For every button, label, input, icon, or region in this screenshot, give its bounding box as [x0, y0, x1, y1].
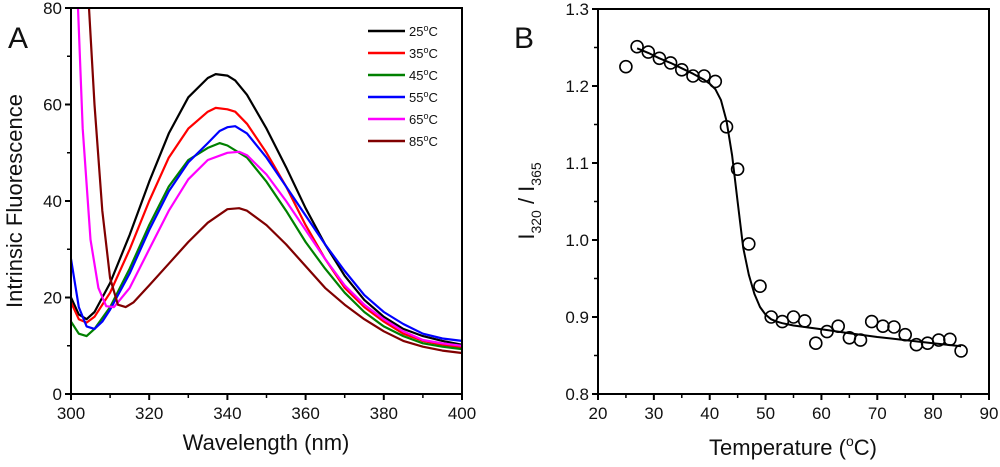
data-point: [887, 320, 901, 334]
data-point: [686, 69, 700, 83]
panel-b-y-tick-label: 1.2: [565, 77, 589, 96]
panel-b-x-tick-label: 60: [812, 404, 831, 423]
panel-b-x-tick-label: 70: [868, 404, 887, 423]
data-point: [652, 51, 667, 66]
y-title-i1: I: [514, 234, 539, 240]
data-point: [853, 333, 868, 347]
panel-b-y-tick-label: 0.8: [565, 385, 589, 404]
data-point: [820, 324, 834, 339]
data-point: [630, 39, 644, 54]
panel-b-x-tick-label: 50: [756, 404, 775, 423]
data-point: [619, 59, 633, 74]
y-title-sub1: 320: [528, 210, 544, 234]
panel-a-y-tick-label: 80: [43, 0, 62, 18]
data-point: [697, 69, 711, 83]
panel-a-legend: 25oC 35oC 45oC 55oC 65oC 85oC: [368, 23, 438, 149]
data-point: [741, 237, 756, 251]
panel-b: B 20 30 40 50 60 70 80 90 0.8 0.9 1.0 1.1 1.2 1.3 Tem…: [514, 0, 998, 460]
data-point: [708, 74, 723, 89]
series-line-25c: [71, 73, 462, 346]
panel-a-x-tick-label: 360: [291, 404, 319, 423]
panel-b-x-tick-label: 40: [700, 404, 719, 423]
data-point: [753, 279, 767, 294]
panel-a-y-axis-title: Intrinsic Fluorescence: [2, 94, 27, 308]
panel-b-y-tick-label: 0.9: [565, 308, 589, 327]
data-point: [641, 45, 656, 59]
data-point: [674, 63, 689, 77]
data-point: [876, 319, 890, 334]
panel-a-y-tick-label: 60: [43, 96, 62, 115]
panel-b-label: B: [514, 22, 534, 55]
y-title-sep: /: [514, 192, 539, 210]
series-line-55c: [71, 125, 462, 342]
panel-a-y-tick-label: 40: [43, 192, 62, 211]
x-title-main: Temperature (: [709, 435, 847, 460]
panel-b-x-axis-title: Temperature (oC): [709, 433, 877, 460]
panel-b-x-tick-label: 90: [980, 404, 999, 423]
panel-b-y-tick-label: 1.0: [565, 231, 589, 250]
x-title-end: C): [854, 435, 877, 460]
panel-b-x-tick-label: 20: [589, 404, 608, 423]
data-point: [764, 310, 779, 324]
panel-a-x-tick-label: 380: [370, 404, 398, 423]
panel-a-y-tick-label: 20: [43, 289, 62, 308]
data-point: [719, 120, 734, 134]
panel-b-y-tick-label: 1.1: [565, 154, 589, 173]
legend-label-55c: 55oC: [409, 89, 438, 105]
data-point: [808, 336, 823, 351]
legend-label-25c: 25oC: [409, 23, 438, 39]
series-line-65c: [76, 8, 462, 347]
panel-b-frame: [597, 8, 990, 395]
data-point: [954, 344, 968, 358]
legend-label-85c: 85oC: [409, 133, 438, 149]
panel-a-x-tick-label: 400: [448, 404, 476, 423]
panel-b-x-tick-label: 30: [644, 404, 663, 423]
panel-a: A 300 320 340 360 380 400 0 20 40 60 80 25oC 35oC 45…: [2, 0, 476, 455]
data-point: [775, 314, 790, 329]
data-point: [943, 332, 957, 347]
legend-label-45c: 45oC: [409, 67, 438, 83]
y-title-sub2: 365: [528, 162, 544, 186]
panel-a-x-axis-title: Wavelength (nm): [183, 430, 350, 455]
panel-a-x-tick-label: 340: [213, 404, 241, 423]
series-line-85c: [87, 8, 462, 355]
panel-a-x-tick-label: 320: [135, 404, 163, 423]
y-title-i2: I: [514, 186, 539, 192]
data-point: [831, 319, 846, 334]
panel-a-label: A: [8, 22, 28, 55]
panel-a-y-tick-label: 0: [53, 385, 62, 404]
panel-b-y-axis-title: I320 / I365: [514, 162, 544, 240]
data-point: [797, 314, 812, 328]
panel-b-y-tick-label: 1.3: [565, 0, 589, 19]
fit-line: [636, 47, 962, 348]
data-point: [898, 327, 913, 342]
series-line-35c: [71, 106, 462, 349]
panel-b-x-tick-label: 80: [924, 404, 943, 423]
legend-label-35c: 35oC: [409, 45, 438, 61]
data-point: [730, 162, 745, 176]
data-point: [663, 56, 678, 70]
legend-label-65c: 65oC: [409, 111, 438, 127]
panel-a-x-tick-label: 300: [57, 404, 85, 423]
x-title-degree: o: [846, 433, 854, 449]
data-point: [786, 310, 801, 324]
data-point: [864, 314, 879, 329]
